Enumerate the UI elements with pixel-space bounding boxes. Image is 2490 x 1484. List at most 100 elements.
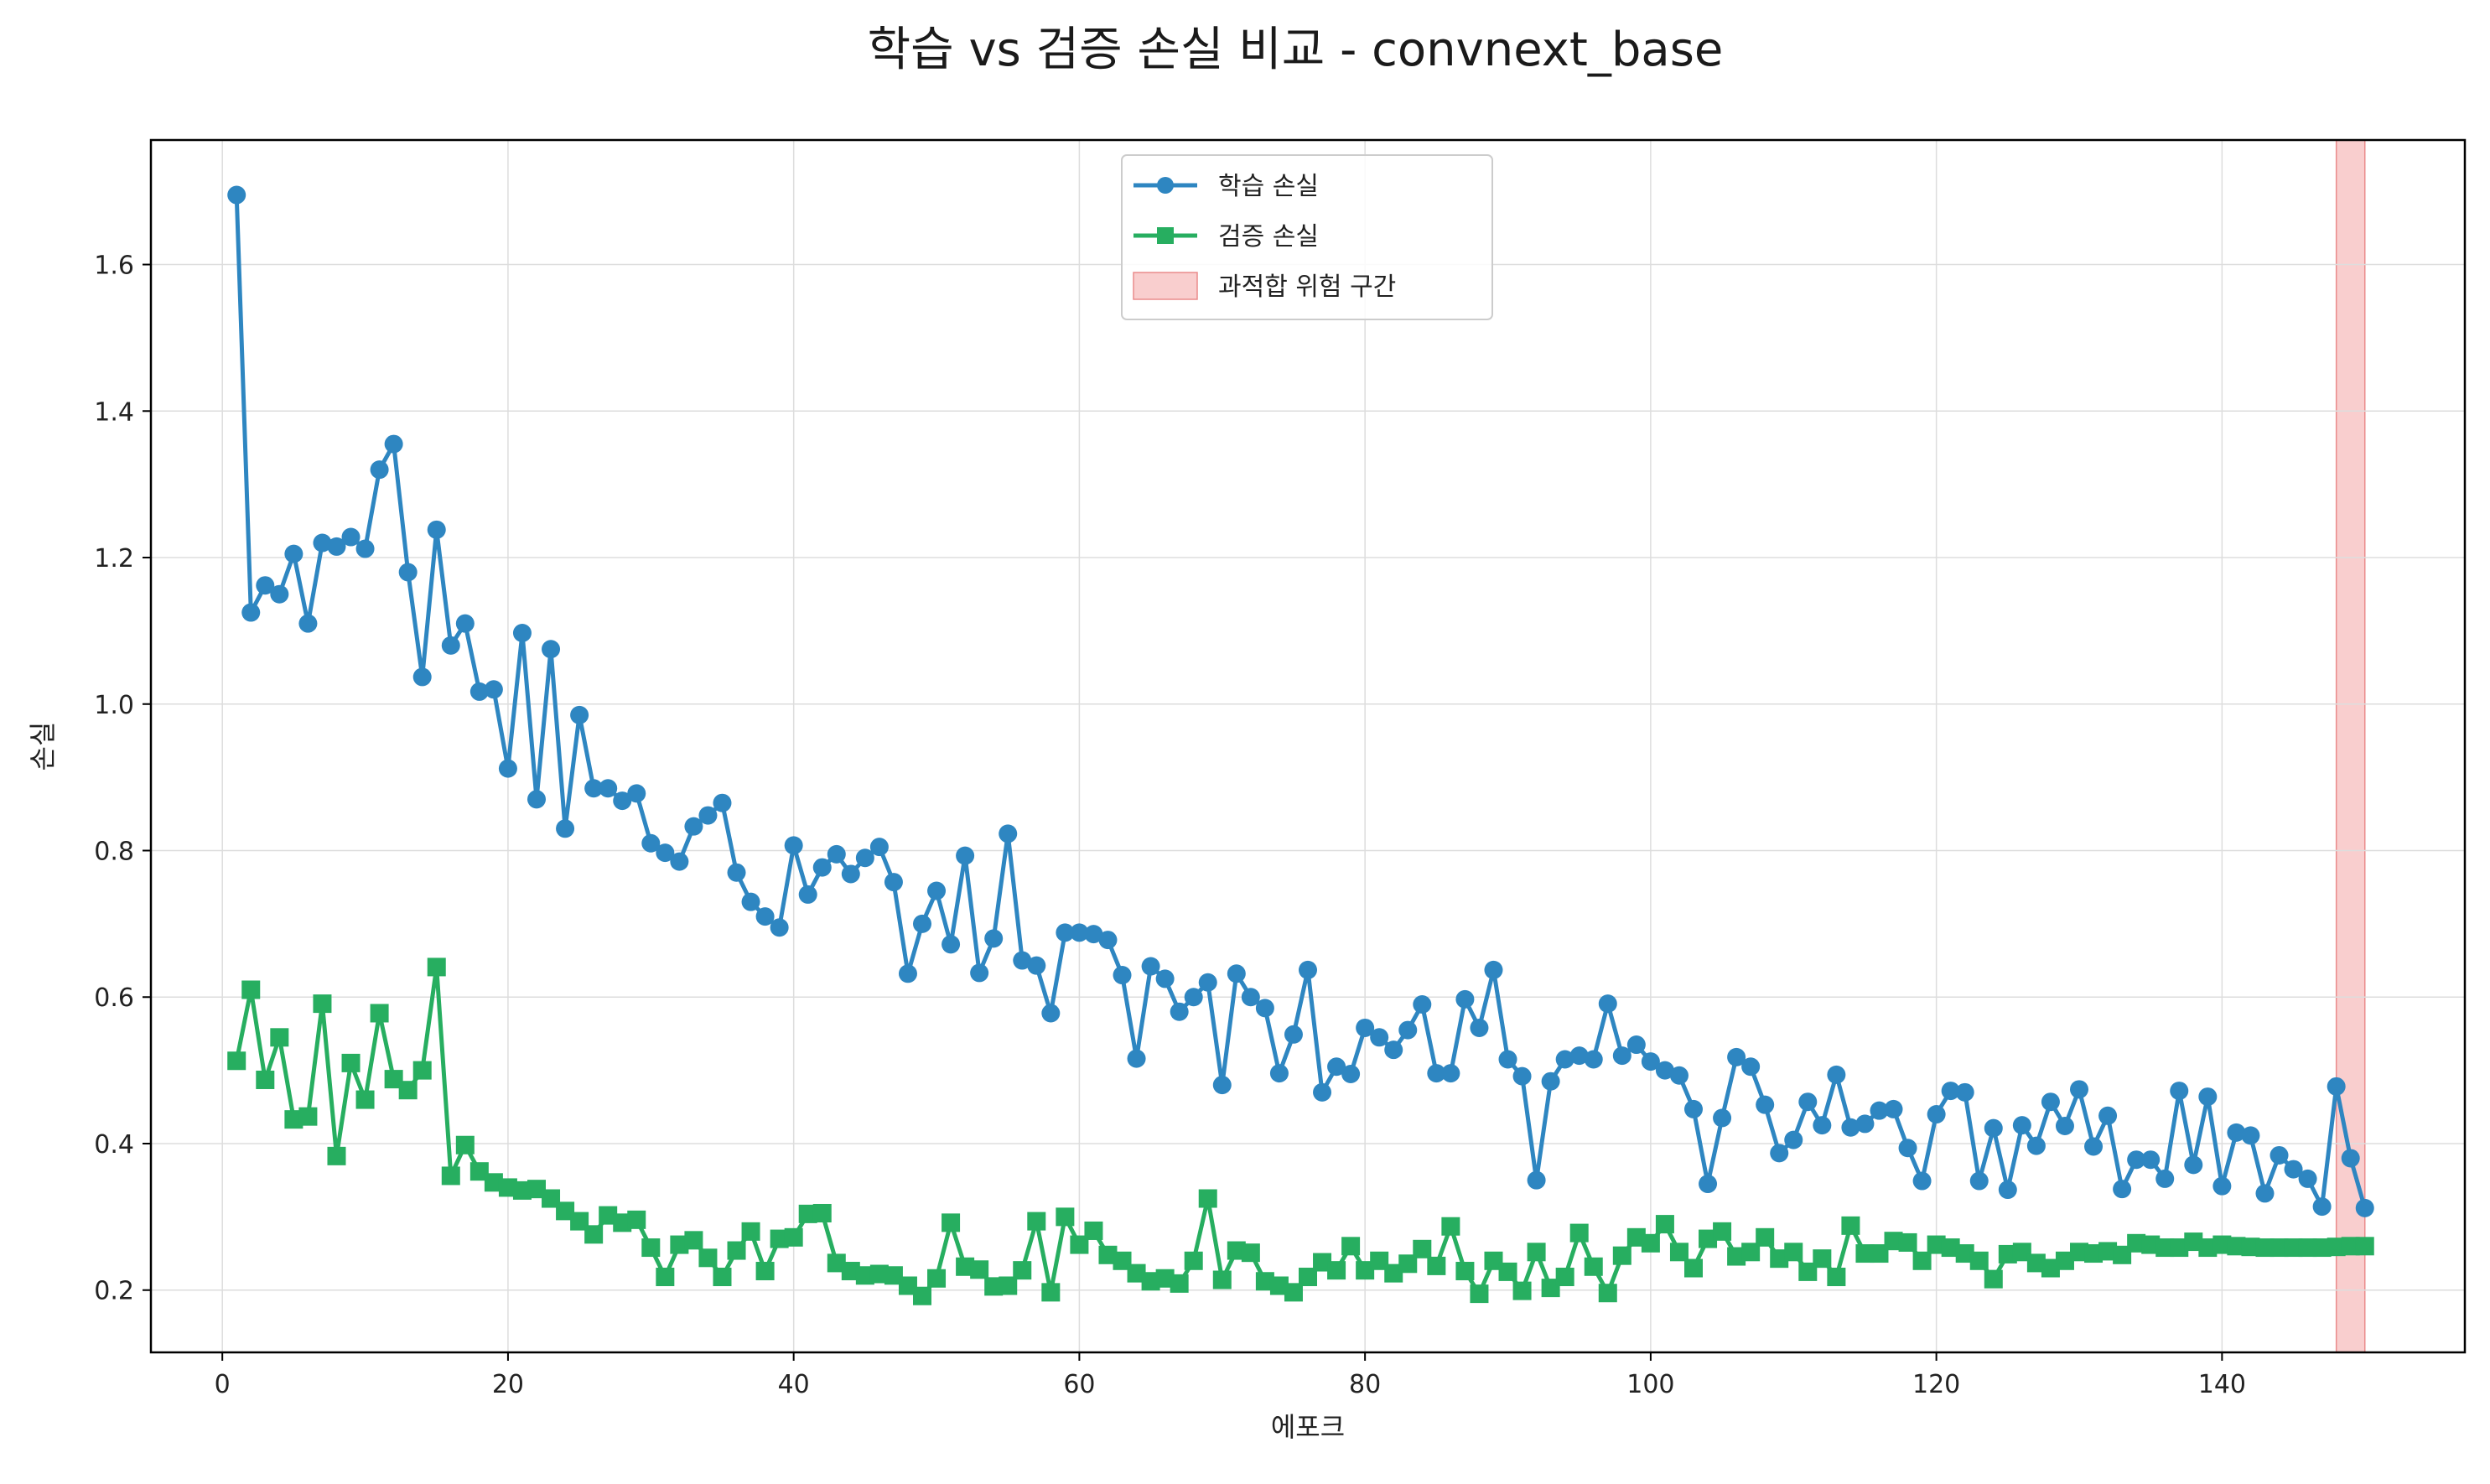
- data-point: [841, 1262, 860, 1281]
- data-point: [1813, 1249, 1832, 1269]
- data-point: [1741, 1243, 1761, 1262]
- data-point: [1170, 1002, 1189, 1021]
- data-point: [1713, 1108, 1732, 1128]
- data-point: [427, 957, 446, 977]
- data-point: [1413, 994, 1432, 1014]
- data-point: [398, 1081, 418, 1100]
- data-point: [999, 1276, 1018, 1295]
- data-point: [1498, 1050, 1517, 1069]
- data-point: [798, 1204, 817, 1223]
- data-point: [1512, 1281, 1532, 1300]
- data-point: [956, 846, 975, 865]
- data-point: [599, 779, 618, 798]
- series-layer: [227, 185, 2374, 1305]
- data-point: [527, 1180, 546, 1199]
- data-point: [1841, 1118, 1860, 1137]
- data-point: [613, 791, 632, 811]
- data-point: [2341, 1149, 2360, 1168]
- data-point: [2184, 1232, 2203, 1252]
- data-point: [441, 1166, 460, 1186]
- data-point: [841, 864, 860, 884]
- data-point: [1998, 1180, 2017, 1200]
- data-point: [1098, 931, 1118, 950]
- x-tick-label: 120: [1912, 1370, 1960, 1399]
- data-point: [1070, 923, 1089, 942]
- data-point: [684, 817, 703, 836]
- data-point: [1798, 1092, 1818, 1112]
- data-point: [741, 892, 760, 911]
- data-point: [2141, 1150, 2161, 1170]
- data-point: [1969, 1171, 1989, 1191]
- data-point: [355, 1090, 375, 1109]
- data-point: [1827, 1268, 1846, 1287]
- data-point: [1484, 1251, 1503, 1270]
- data-point: [1284, 1025, 1303, 1044]
- data-point: [1427, 1064, 1446, 1083]
- data-point: [1756, 1227, 1775, 1247]
- data-point: [1684, 1099, 1703, 1118]
- data-point: [1669, 1243, 1689, 1262]
- data-point: [455, 1135, 475, 1155]
- data-point: [1299, 960, 1317, 979]
- data-point: [755, 1262, 775, 1281]
- data-point: [1727, 1047, 1746, 1066]
- data-point: [1598, 1284, 1617, 1303]
- data-point: [542, 1189, 561, 1208]
- data-point: [670, 852, 689, 871]
- data-point: [1655, 1061, 1674, 1080]
- data-point: [2127, 1233, 2146, 1253]
- data-point: [1870, 1244, 1889, 1263]
- legend-marker: [1157, 227, 1174, 244]
- series-line: [234, 964, 2365, 1299]
- data-point: [1255, 999, 1274, 1018]
- data-point: [284, 1110, 303, 1129]
- data-point: [2312, 1238, 2332, 1258]
- data-point: [284, 544, 303, 563]
- legend-label: 과적합 위험 구간: [1218, 272, 1396, 302]
- legend-label: 학습 손실: [1218, 172, 1319, 201]
- data-point: [512, 1180, 532, 1200]
- data-point: [913, 1286, 931, 1305]
- data-point: [2327, 1077, 2346, 1096]
- data-point: [1269, 1064, 1289, 1083]
- data-point: [341, 527, 361, 547]
- data-point: [999, 824, 1018, 843]
- data-point: [812, 1203, 832, 1222]
- data-point: [884, 873, 903, 892]
- data-point: [412, 667, 432, 687]
- data-point: [970, 963, 989, 983]
- data-point: [570, 705, 589, 724]
- data-point: [1341, 1064, 1361, 1083]
- data-point: [727, 1241, 746, 1260]
- data-point: [2355, 1237, 2374, 1256]
- data-point: [1699, 1175, 1718, 1194]
- y-tick-label: 0.2: [94, 1277, 134, 1306]
- x-tick-label: 100: [1626, 1370, 1674, 1399]
- data-point: [798, 885, 817, 904]
- data-point: [1398, 1254, 1418, 1274]
- data-point: [1870, 1101, 1889, 1120]
- data-point: [2098, 1242, 2118, 1261]
- data-point: [584, 779, 604, 798]
- data-point: [1170, 1274, 1189, 1293]
- data-point: [1884, 1099, 1903, 1118]
- data-point: [1955, 1082, 1974, 1102]
- y-tick-label: 1.4: [94, 397, 134, 427]
- data-point: [812, 858, 832, 877]
- data-point: [1813, 1116, 1832, 1135]
- data-point: [1998, 1244, 2017, 1263]
- data-point: [1084, 925, 1103, 944]
- data-point: [1541, 1279, 1560, 1298]
- data-point: [2255, 1184, 2275, 1203]
- data-point: [1427, 1256, 1446, 1275]
- data-point: [1127, 1049, 1146, 1068]
- data-point: [984, 929, 1004, 948]
- data-point: [1227, 1241, 1246, 1260]
- legend-band-swatch: [1133, 272, 1198, 300]
- data-point: [1155, 1269, 1175, 1288]
- data-point: [1641, 1052, 1660, 1071]
- data-point: [1898, 1232, 1917, 1252]
- data-point: [1855, 1244, 1875, 1263]
- legend-marker: [1157, 177, 1174, 194]
- data-point: [1198, 973, 1217, 992]
